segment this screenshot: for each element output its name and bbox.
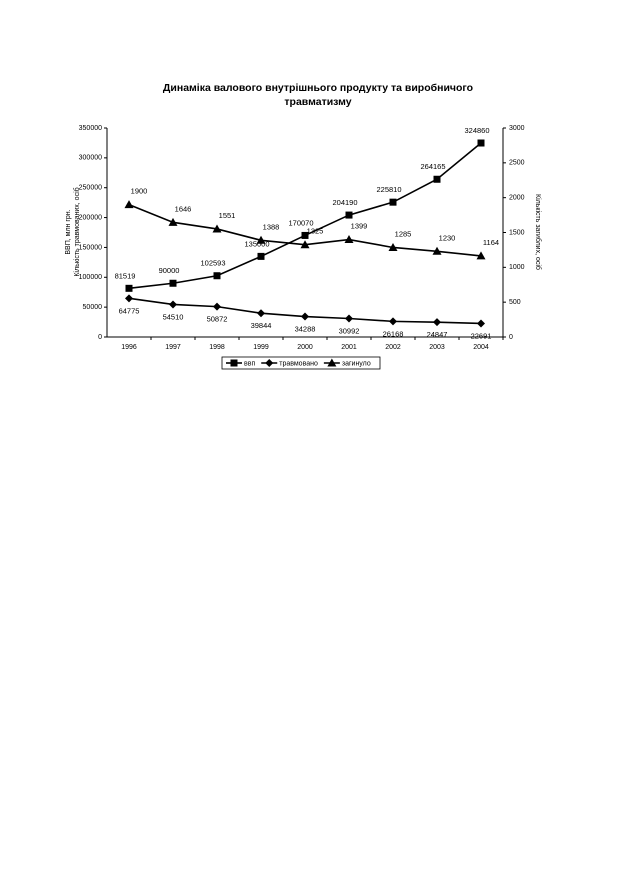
data-label: 264165 [420,162,445,171]
y-tick-label: 200000 [79,214,102,221]
data-point [389,317,397,326]
data-label: 90000 [159,266,180,275]
data-point [212,224,222,233]
chart-title: Динаміка валового внутрішнього продукту … [163,82,473,94]
data-label: 1900 [131,187,148,196]
data-point [477,319,485,328]
data-label: 1164 [483,238,499,247]
data-label: 54510 [163,312,184,321]
y-tick-label: 350000 [79,125,102,132]
data-point [433,175,441,183]
data-point [257,252,265,260]
legend-label: травмовано [279,360,318,367]
data-point [168,217,178,226]
data-point [124,200,134,209]
data-point [344,235,354,244]
data-point [257,309,265,318]
data-point [477,139,485,147]
y2-tick-label: 2000 [509,195,525,202]
chart-title: травматизму [284,96,351,108]
x-tick-label: 2000 [297,344,313,351]
data-point [301,231,309,239]
data-label: 50872 [207,315,228,324]
x-tick-label: 1998 [209,344,225,351]
data-point [213,272,221,280]
y2-tick-label: 1000 [509,264,525,271]
data-point [169,279,177,287]
data-label: 1399 [351,222,368,231]
data-label: 64775 [119,306,140,315]
x-tick-label: 2002 [385,344,401,351]
y-tick-label: 100000 [79,274,102,281]
x-tick-label: 1997 [165,344,181,351]
data-label: 1646 [175,204,192,213]
data-label: 135000 [244,239,269,248]
data-point [169,300,177,309]
data-point [345,211,353,219]
y-axis-title: Кількість травмованих, осіб [73,187,81,276]
y2-tick-label: 3000 [509,125,525,132]
data-label: 22691 [471,331,492,340]
data-label: 324860 [464,126,489,135]
x-tick-label: 2004 [473,344,489,351]
x-tick-label: 1996 [121,344,137,351]
data-point [388,242,398,251]
data-label: 1388 [263,222,280,231]
y2-tick-label: 2500 [509,160,525,167]
data-label: 204190 [332,198,357,207]
data-label: 30992 [339,326,360,335]
data-label: 81519 [115,271,136,280]
data-point [433,318,441,327]
data-point [389,198,397,206]
data-point [300,240,310,249]
data-point [125,294,133,303]
legend-marker [265,359,274,367]
data-label: 39844 [251,321,272,330]
y-axis-title: ВВП, млн грн. [65,209,72,254]
data-label: 225810 [376,185,401,194]
y2-tick-label: 1500 [509,229,525,236]
data-point [432,246,442,255]
y2-tick-label: 0 [509,334,513,341]
x-tick-label: 1999 [253,344,269,351]
y-tick-label: 150000 [79,244,102,251]
data-label: 170070 [288,218,313,227]
legend-label: загинуло [342,360,371,367]
y-tick-label: 50000 [83,304,103,311]
x-tick-label: 2001 [341,344,357,351]
legend-box [221,356,381,370]
data-label: 1285 [395,229,412,238]
data-point [301,312,309,321]
data-point [345,314,353,323]
legend-marker [230,359,238,367]
x-tick-label: 2003 [429,344,445,351]
data-label: 34288 [295,325,316,334]
y2-axis-title: Кількість загиблих, осіб [534,194,542,270]
data-point [213,302,221,311]
data-label: 26168 [383,329,404,338]
data-point [125,284,133,292]
data-label: 1325 [307,227,324,236]
data-label: 24847 [427,330,448,339]
y2-tick-label: 500 [509,299,521,306]
data-label: 102593 [200,259,225,268]
legend-label: ввп [244,360,255,367]
legend-marker [327,358,337,367]
data-label: 1551 [219,211,236,220]
data-label: 1230 [439,233,456,242]
y-tick-label: 300000 [79,155,102,162]
y-tick-label: 0 [98,334,102,341]
y-tick-label: 250000 [79,185,102,192]
data-point [256,235,266,244]
data-point [476,251,486,260]
